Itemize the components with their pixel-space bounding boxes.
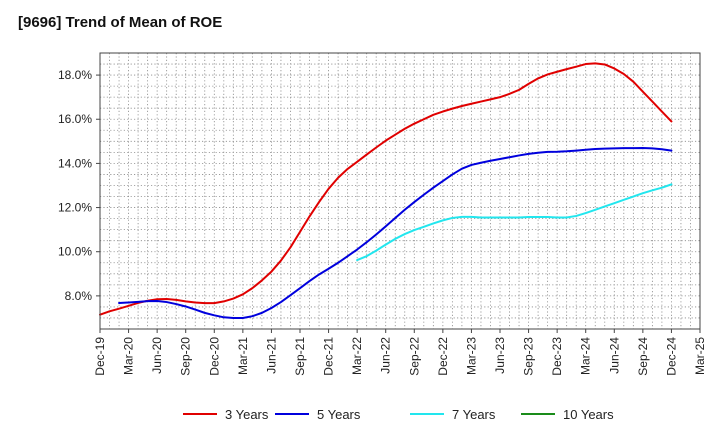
y-tick-label: 14.0% bbox=[58, 156, 92, 170]
x-tick-label: Jun-20 bbox=[150, 337, 164, 374]
x-tick-label: Dec-19 bbox=[93, 337, 107, 376]
x-tick-label: Sep-20 bbox=[179, 337, 193, 376]
chart-title: [9696] Trend of Mean of ROE bbox=[18, 14, 223, 31]
legend-label: 7 Years bbox=[452, 407, 496, 422]
y-tick-label: 18.0% bbox=[58, 68, 92, 82]
x-tick-label: Sep-24 bbox=[636, 337, 650, 376]
y-tick-label: 16.0% bbox=[58, 112, 92, 126]
x-tick-label: Dec-24 bbox=[664, 337, 678, 376]
x-tick-label: Mar-21 bbox=[236, 337, 250, 375]
x-tick-label: Sep-23 bbox=[522, 337, 536, 376]
x-tick-label: Mar-20 bbox=[122, 337, 136, 375]
y-axis: 8.0% 10.0% 12.0% 14.0% 16.0% 18.0% bbox=[58, 68, 100, 303]
x-tick-label: Mar-23 bbox=[464, 337, 478, 375]
series-line bbox=[118, 146, 673, 319]
plot-frame bbox=[99, 52, 701, 330]
legend: 3 Years 5 Years 7 Years 10 Years bbox=[183, 407, 614, 422]
x-tick-label: Mar-22 bbox=[350, 337, 364, 375]
x-tick-label: Mar-24 bbox=[579, 337, 593, 375]
legend-label: 3 Years bbox=[225, 407, 269, 422]
series-line bbox=[99, 62, 673, 316]
legend-label: 5 Years bbox=[317, 407, 361, 422]
x-tick-label: Jun-23 bbox=[493, 337, 507, 374]
x-tick-label: Jun-22 bbox=[379, 337, 393, 374]
y-tick-label: 10.0% bbox=[58, 245, 92, 259]
y-tick-label: 12.0% bbox=[58, 201, 92, 215]
series-lines bbox=[99, 62, 673, 319]
y-tick-label: 8.0% bbox=[65, 289, 93, 303]
x-tick-label: Jun-24 bbox=[607, 337, 621, 374]
x-tick-label: Sep-22 bbox=[407, 337, 421, 376]
legend-label: 10 Years bbox=[563, 407, 614, 422]
x-tick-label: Mar-25 bbox=[693, 337, 707, 375]
x-tick-label: Sep-21 bbox=[293, 337, 307, 376]
x-tick-label: Jun-21 bbox=[264, 337, 278, 374]
x-tick-label: Dec-23 bbox=[550, 337, 564, 376]
x-tick-label: Dec-20 bbox=[207, 337, 221, 376]
x-tick-label: Dec-21 bbox=[322, 337, 336, 376]
x-tick-label: Dec-22 bbox=[436, 337, 450, 376]
x-axis: Dec-19 Mar-20 Jun-20 Sep-20 Dec-20 Mar-21 Jun-… bbox=[93, 329, 707, 376]
grid bbox=[100, 53, 700, 329]
series-line bbox=[356, 183, 673, 262]
